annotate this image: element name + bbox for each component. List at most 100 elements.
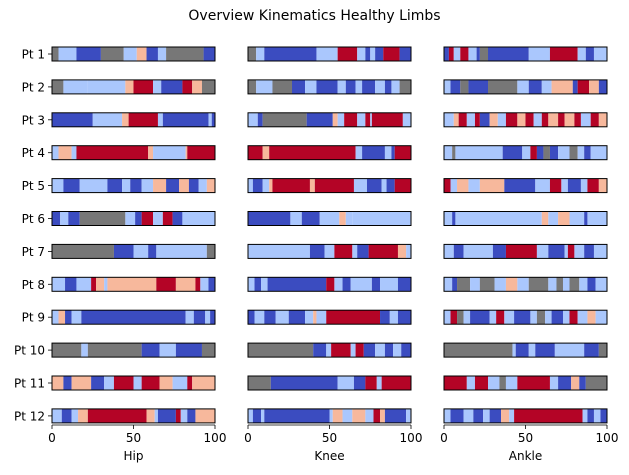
bar-segment [71, 310, 82, 325]
bar-segment [68, 211, 80, 226]
bar-segment [248, 178, 253, 193]
bar-segment [130, 178, 142, 193]
figure-title: Overview Kinematics Healthy Limbs [188, 8, 441, 24]
bar-segment [561, 178, 568, 193]
row-label: Pt 4 [22, 146, 45, 160]
bar-segment [305, 310, 314, 325]
bar-segment [551, 310, 563, 325]
bar-segment [499, 376, 506, 390]
x-tick-label: 50 [322, 431, 337, 445]
bar-segment [541, 112, 549, 127]
bar-segment [584, 244, 594, 259]
bar-segment [389, 310, 398, 325]
bar-segment [463, 310, 471, 325]
bar-segment [489, 408, 502, 423]
bar-segment [585, 47, 594, 61]
bar-segment [353, 376, 366, 390]
bar-segment [157, 47, 167, 61]
bar-segment [381, 376, 411, 390]
bar-segment [61, 408, 72, 423]
bar-segment [572, 79, 578, 94]
bar-outline [443, 211, 608, 226]
bar-segment [505, 112, 518, 127]
bar-segment [470, 310, 490, 325]
bar-segment [248, 79, 257, 94]
bar-outline [443, 243, 608, 259]
bar-segment [193, 310, 206, 325]
bar-segment [248, 408, 253, 423]
bar-segment [450, 408, 464, 423]
bar-outline [51, 309, 216, 325]
bar-segment [52, 408, 62, 423]
bar-segment [248, 244, 310, 259]
bar-segment [598, 112, 607, 127]
panels-group: Pt 1 Pt 2 Pt 3 Pt 4 Pt 5 Pt 6 Pt 7 Pt 8 Pt 9 Pt 1… [14, 46, 618, 463]
bar-segment [352, 211, 411, 226]
bar-segment [52, 244, 114, 259]
bar-segment [342, 408, 353, 423]
bar-segment [545, 310, 552, 325]
x-tick-label: 0 [440, 431, 448, 445]
bar-segment [593, 244, 607, 259]
bar-segment [489, 310, 497, 325]
bar-segment [107, 178, 123, 193]
bar-segment [448, 47, 454, 61]
bar-segment [362, 79, 376, 94]
bar-segment [257, 112, 263, 127]
bar-segment [153, 79, 162, 94]
bar-segment [135, 211, 142, 226]
bar-segment [76, 277, 92, 292]
bar-outline [247, 309, 412, 325]
bar-segment [444, 178, 451, 193]
bar-segment [122, 112, 129, 127]
bar-segment [468, 79, 489, 94]
bar-segment [52, 145, 59, 160]
bar-segment [146, 408, 155, 423]
bar-segment [496, 310, 505, 325]
bar-segment [548, 211, 559, 226]
bar-segment [488, 79, 518, 94]
bar-segment [452, 145, 456, 160]
bar-segment [517, 277, 529, 292]
bar-segment [444, 310, 451, 325]
bar-segment [96, 277, 105, 292]
bar-segment [562, 277, 570, 292]
bar-segment [528, 47, 550, 61]
bar-segment [406, 408, 411, 423]
bar-segment [261, 408, 265, 423]
bar-segment [182, 211, 215, 226]
bar-segment [371, 112, 403, 127]
bar-segment [497, 112, 506, 127]
bar-segment [488, 376, 500, 390]
bar-segment [391, 79, 400, 94]
bar-segment [52, 79, 64, 94]
bar-segment [201, 343, 215, 358]
bar-segment [52, 376, 64, 390]
bar-segment [569, 277, 580, 292]
bar-segment [203, 47, 215, 61]
bar-segment [288, 310, 306, 325]
bar-segment [492, 244, 506, 259]
bar-segment [522, 145, 531, 160]
bar-segment [468, 178, 480, 193]
bar-segment [326, 277, 335, 292]
bar-segment [248, 112, 258, 127]
bar-segment [146, 47, 158, 61]
bar-outline [443, 46, 608, 62]
bar-segment [564, 112, 575, 127]
bar-segment [587, 178, 599, 193]
bar-segment [457, 310, 464, 325]
bar-segment [113, 244, 134, 259]
bar-segment [71, 408, 79, 423]
bar-segment [58, 310, 66, 325]
bar-segment [179, 178, 189, 193]
bar-segment [536, 310, 546, 325]
bar-segment [159, 343, 176, 358]
bar-segment [248, 211, 291, 226]
bar-segment [254, 310, 265, 325]
bar-segment [113, 376, 134, 390]
bar-segment [450, 310, 458, 325]
bar-segment [457, 277, 471, 292]
bar-outline [51, 243, 216, 259]
bar-segment [254, 277, 262, 292]
